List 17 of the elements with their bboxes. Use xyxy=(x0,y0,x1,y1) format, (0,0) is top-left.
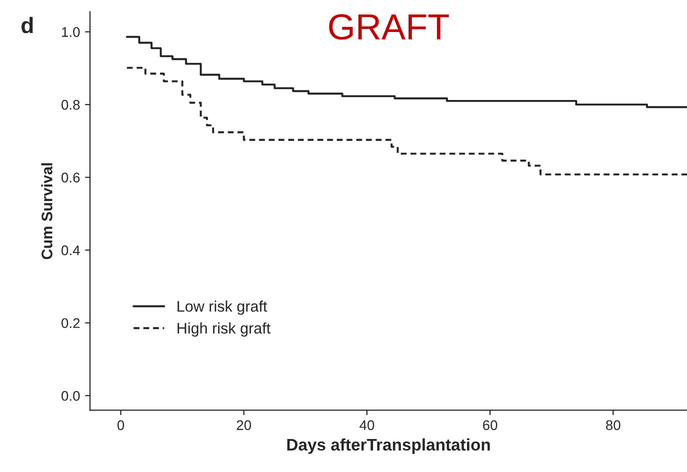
legend-label: Low risk graft xyxy=(178,300,268,315)
y-tick-label: 0.0 xyxy=(62,390,80,401)
y-tick-label: 0.6 xyxy=(62,172,80,182)
legend-label: High risk graft xyxy=(178,322,271,337)
x-tick-label: 80 xyxy=(606,420,620,430)
x-axis-title: Days afterTransplantation xyxy=(287,438,490,454)
y-tick-label: 0.4 xyxy=(62,245,80,256)
y-axis-title: Cum Survival xyxy=(41,163,52,260)
x-tick-label: 0 xyxy=(117,420,124,430)
x-tick-label: 20 xyxy=(236,420,252,430)
y-tick-label: 1.0 xyxy=(62,27,80,37)
x-tick-label: 60 xyxy=(483,420,498,430)
chart-title: GRAFT xyxy=(329,14,449,40)
y-tick-label: 0.2 xyxy=(62,318,80,328)
y-tick-label: 0.8 xyxy=(62,100,80,110)
x-tick-label: 40 xyxy=(360,420,374,430)
text: d xyxy=(22,16,33,34)
